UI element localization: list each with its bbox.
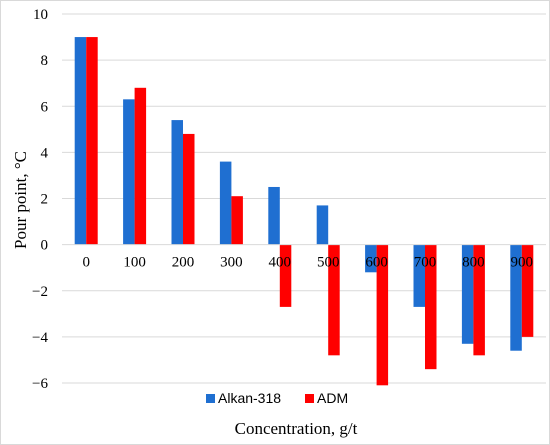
bars: [74, 37, 534, 386]
bar-adm-200: [183, 133, 195, 245]
legend-swatch-adm: [305, 394, 314, 403]
x-tick-label: 700: [414, 255, 437, 271]
bar-adm-900: [521, 244, 534, 337]
y-tick-label: −4: [32, 330, 48, 346]
bar-alkan-318-800: [461, 244, 474, 344]
y-tick-label: 2: [41, 192, 49, 208]
legend-label-adm: ADM: [317, 390, 348, 406]
bar-adm-400: [279, 244, 292, 307]
legend: Alkan-318 ADM: [206, 390, 348, 406]
bar-adm-0: [86, 37, 98, 245]
y-tick-labels: 10 8 6 4 2 0 −2 −4 −6: [32, 7, 48, 392]
y-tick-label: −6: [32, 376, 48, 392]
y-tick-label: −2: [32, 284, 48, 300]
x-tick-label: 600: [365, 255, 388, 271]
x-tick-label: 200: [172, 255, 195, 271]
y-tick-label: 8: [41, 53, 49, 69]
y-tick-label: 4: [41, 145, 49, 161]
bar-alkan-318-400: [268, 186, 280, 245]
bar-alkan-318-600: [365, 244, 377, 273]
x-axis-title: Concentration, g/t: [235, 419, 358, 438]
y-tick-label: 0: [41, 238, 49, 254]
bar-adm-800: [473, 244, 485, 356]
bar-adm-700: [425, 244, 437, 370]
x-tick-labels: 0 100 200 300 400 500 600 700 800 900: [82, 255, 533, 271]
bar-alkan-318-900: [510, 244, 522, 351]
x-tick-label: 300: [220, 255, 243, 271]
x-tick-label: 500: [317, 255, 340, 271]
x-tick-label: 400: [269, 255, 292, 271]
y-tick-label: 10: [33, 7, 48, 23]
bar-adm-600: [376, 244, 389, 386]
bar-adm-300: [231, 196, 243, 245]
bar-alkan-318-0: [74, 37, 87, 245]
y-axis-title: Pour point, °C: [11, 151, 30, 249]
x-tick-label: 900: [511, 255, 534, 271]
bar-alkan-318-200: [171, 120, 183, 245]
bar-adm-100: [134, 87, 147, 245]
x-tick-label: 800: [462, 255, 485, 271]
bar-alkan-318-300: [219, 161, 232, 245]
bar-alkan-318-700: [413, 244, 425, 307]
x-tick-label: 100: [123, 255, 146, 271]
bar-alkan-318-100: [123, 99, 135, 245]
y-tick-label: 6: [41, 99, 49, 115]
bar-adm-500: [328, 244, 340, 356]
bar-alkan-318-500: [316, 205, 329, 245]
legend-swatch-alkan-318: [206, 394, 215, 403]
x-tick-label: 0: [82, 255, 90, 271]
legend-label-alkan-318: Alkan-318: [218, 390, 281, 406]
